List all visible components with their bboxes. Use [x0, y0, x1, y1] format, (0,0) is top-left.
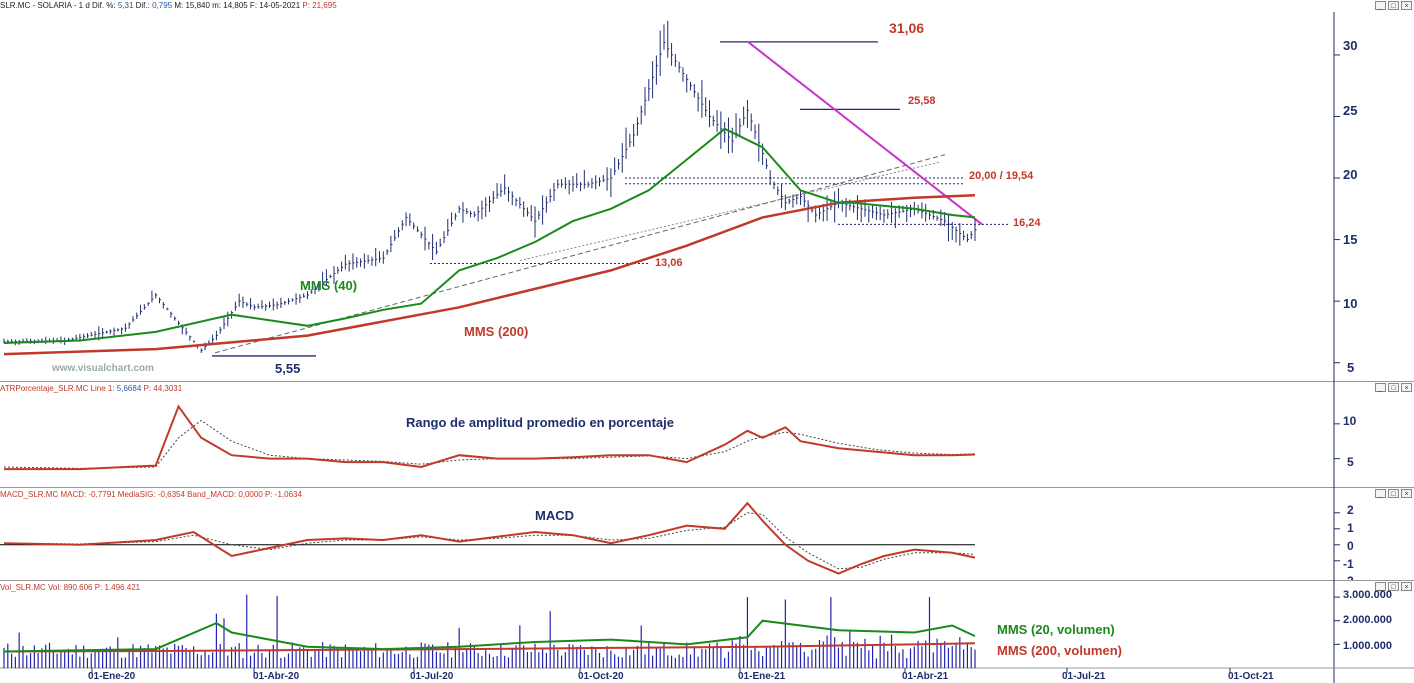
macd-window-controls: _ □ ×	[1364, 489, 1412, 500]
macd-ytick: 2	[1347, 503, 1354, 517]
mms200-label: MMS (200)	[464, 324, 529, 339]
macd-panel-header: MACD_SLR.MC MACD: -0,7791 MediaSIG: -0,6…	[0, 489, 302, 500]
panel-divider[interactable]	[0, 580, 1414, 581]
x-tick: 01-Ene-21	[738, 671, 786, 682]
minimize-icon[interactable]: _	[1375, 383, 1386, 392]
macd-ytick: 1	[1347, 521, 1354, 535]
level-2000: 20,00 / 19,54	[969, 170, 1034, 182]
watermark: www.visualchart.com	[52, 363, 154, 374]
price-ytick: 15	[1343, 232, 1358, 247]
vol-ytick: 3.000.000	[1343, 589, 1392, 601]
macd-ytick: 0	[1347, 539, 1354, 553]
level-555: 5,55	[275, 361, 301, 376]
atr-window-controls: _ □ ×	[1364, 383, 1412, 394]
vol-ytick: 2.000.000	[1343, 614, 1392, 626]
support-trendline	[519, 161, 941, 262]
price-window-controls: _ □ ×	[1364, 1, 1412, 12]
price-ytick: 20	[1343, 167, 1358, 182]
close-icon[interactable]: ×	[1401, 1, 1412, 10]
level-3106: 31,06	[889, 20, 925, 36]
atr-title: Rango de amplitud promedio en porcentaje	[406, 415, 674, 430]
x-tick: 01-Ene-20	[88, 671, 136, 682]
atr-ytick: 5	[1347, 455, 1354, 469]
vol-mms200-line	[3, 642, 976, 653]
price-ytick: 10	[1343, 296, 1358, 311]
panel-divider[interactable]	[0, 487, 1414, 488]
x-tick: 01-Jul-20	[410, 671, 454, 682]
close-icon[interactable]: ×	[1401, 489, 1412, 498]
macd-signal-line	[3, 512, 976, 570]
close-icon[interactable]: ×	[1401, 383, 1412, 392]
vol-ytick: 1.000.000	[1343, 640, 1392, 652]
minimize-icon[interactable]: _	[1375, 582, 1386, 591]
support-trendline	[214, 154, 946, 354]
atr-panel-header: ATRPorcentaje_SLR.MC Line 1: 5,6684 P: 4…	[0, 383, 183, 394]
price-panel-header: SLR.MC - SOLARIA - 1 d Dif. %: 5,31 Dif.…	[0, 0, 337, 11]
level-1306: 13,06	[655, 257, 683, 269]
price-ytick: 30	[1343, 38, 1358, 53]
x-tick: 01-Abr-21	[902, 671, 949, 682]
panel-divider[interactable]	[0, 381, 1414, 382]
minimize-icon[interactable]: _	[1375, 489, 1386, 498]
vol-mms20-line	[3, 619, 976, 653]
level-2558: 25,58	[908, 95, 936, 107]
macd-title: MACD	[535, 508, 574, 523]
maximize-icon[interactable]: □	[1388, 489, 1399, 498]
x-tick: 01-Abr-20	[253, 671, 300, 682]
mms40-label: MMS (40)	[300, 278, 358, 293]
vol-window-controls: _ □ ×	[1364, 582, 1412, 593]
x-tick: 01-Jul-21	[1062, 671, 1106, 682]
minimize-icon[interactable]: _	[1375, 1, 1386, 10]
macd-ytick: -2	[1343, 574, 1354, 580]
maximize-icon[interactable]: □	[1388, 1, 1399, 10]
macd-line	[3, 501, 976, 575]
resistance-trendline	[747, 41, 983, 226]
price-ytick: 25	[1343, 103, 1358, 118]
level-1624: 16,24	[1013, 217, 1041, 229]
mms40-line	[3, 127, 976, 344]
vol-mms20-label: MMS (20, volumen)	[997, 622, 1115, 637]
x-tick: 01-Oct-20	[578, 671, 624, 682]
x-tick: 01-Oct-21	[1228, 671, 1274, 682]
macd-ytick: -1	[1343, 557, 1354, 571]
price-ytick: 5	[1347, 360, 1355, 375]
maximize-icon[interactable]: □	[1388, 383, 1399, 392]
atr-ytick: 10	[1343, 414, 1357, 428]
vol-mms200-label: MMS (200, volumen)	[997, 643, 1122, 658]
maximize-icon[interactable]: □	[1388, 582, 1399, 591]
close-icon[interactable]: ×	[1401, 582, 1412, 591]
vol-panel-header: Vol_SLR.MC Vol: 890.606 P: 1.496.421	[0, 582, 141, 593]
